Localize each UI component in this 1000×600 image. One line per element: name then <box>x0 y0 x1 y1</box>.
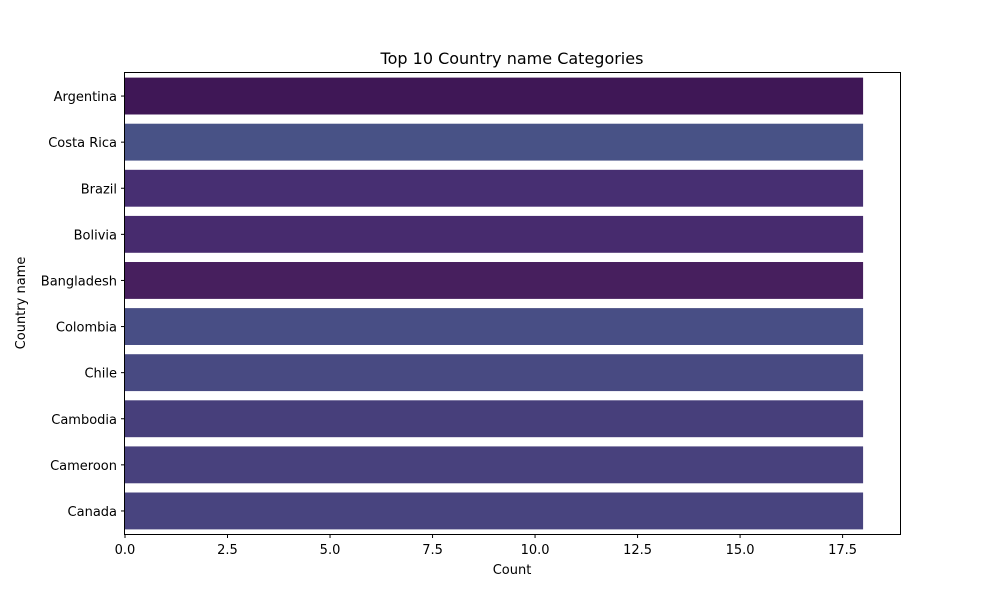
x-tick-label: 0.0 <box>115 543 136 558</box>
y-axis-label: Country name <box>14 257 29 350</box>
y-tick-label: Bolivia <box>74 228 117 243</box>
x-tick-label: 17.5 <box>828 543 857 558</box>
y-tick-label: Costa Rica <box>48 136 117 151</box>
y-axis-ticks: Argentina Costa Rica Brazil Bolivia Banglade… <box>41 90 125 520</box>
y-tick-label: Colombia <box>56 321 117 336</box>
chart-title: Top 10 Country name Categories <box>380 49 644 68</box>
bar <box>125 400 864 438</box>
bar <box>125 169 864 207</box>
bar <box>125 123 864 161</box>
bars-group <box>125 77 864 530</box>
y-tick-label: Bangladesh <box>41 274 117 289</box>
plot-frame <box>124 72 901 535</box>
x-axis-ticks: 0.0 2.5 5.0 7.5 10.0 12.5 15.0 17.5 <box>115 534 857 558</box>
bar <box>125 446 864 484</box>
x-tick-label: 5.0 <box>320 543 341 558</box>
y-tick-label: Argentina <box>54 90 117 105</box>
bar <box>125 308 864 345</box>
bar <box>125 354 864 392</box>
x-tick-label: 10.0 <box>521 543 550 558</box>
bar <box>125 492 864 530</box>
x-tick-label: 15.0 <box>726 543 755 558</box>
y-tick-label: Cambodia <box>51 413 117 428</box>
y-tick-label: Canada <box>68 505 117 520</box>
y-tick-label: Cameroon <box>50 459 117 474</box>
x-tick-label: 2.5 <box>217 543 238 558</box>
bar <box>125 215 864 253</box>
x-tick-label: 7.5 <box>422 543 443 558</box>
x-axis-label: Count <box>493 563 532 578</box>
y-tick-label: Brazil <box>81 182 117 197</box>
bar <box>125 262 864 299</box>
y-tick-label: Chile <box>84 367 117 382</box>
x-tick-label: 12.5 <box>623 543 652 558</box>
bar <box>125 77 864 115</box>
